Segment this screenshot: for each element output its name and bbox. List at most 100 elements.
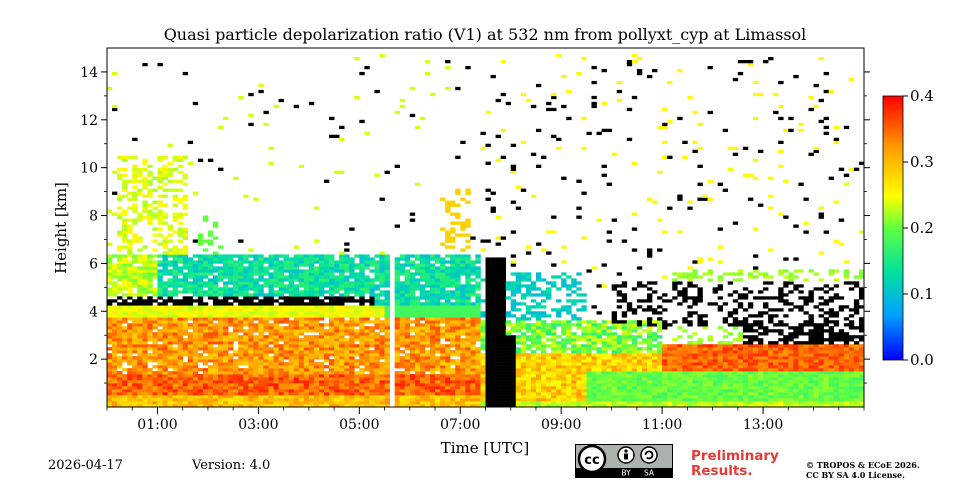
heatmap-cell xyxy=(253,278,259,282)
heatmap-cell xyxy=(404,365,411,369)
heatmap-cell xyxy=(339,395,345,399)
heatmap-cell xyxy=(132,275,138,279)
heatmap-cell xyxy=(238,380,244,384)
heatmap-cell xyxy=(157,314,163,318)
heatmap-cell xyxy=(566,371,572,375)
heatmap-cell xyxy=(571,380,577,384)
heatmap-cell xyxy=(298,164,305,168)
heatmap-cell xyxy=(308,305,315,309)
heatmap-cell xyxy=(344,347,350,351)
heatmap-cell xyxy=(435,308,441,312)
heatmap-cell xyxy=(157,365,163,369)
heatmap-cell xyxy=(288,257,295,261)
heatmap-cell xyxy=(107,404,113,407)
heatmap-cell xyxy=(409,401,416,405)
heatmap-cell xyxy=(409,344,416,348)
heatmap-cell xyxy=(263,323,269,327)
heatmap-cell xyxy=(440,374,446,378)
heatmap-cell xyxy=(167,143,173,148)
heatmap-cell xyxy=(142,308,148,312)
heatmap-cell xyxy=(293,350,300,354)
heatmap-cell xyxy=(616,368,623,372)
heatmap-cell xyxy=(440,377,446,381)
heatmap-cell xyxy=(157,233,163,237)
heatmap-cell xyxy=(566,323,572,327)
heatmap-cell xyxy=(162,404,168,407)
heatmap-cell xyxy=(182,230,189,234)
heatmap-cell xyxy=(505,362,512,366)
heatmap-cell xyxy=(172,197,178,201)
heatmap-cell xyxy=(500,311,506,315)
heatmap-cell xyxy=(182,245,189,249)
heatmap-cell xyxy=(455,260,461,264)
heatmap-cell xyxy=(414,326,421,330)
heatmap-cell xyxy=(626,347,633,351)
heatmap-cell xyxy=(207,290,214,294)
heatmap-cell xyxy=(248,374,254,378)
heatmap-cell xyxy=(530,389,537,393)
heatmap-cell xyxy=(450,389,456,393)
heatmap-cell xyxy=(500,398,506,402)
heatmap-cell xyxy=(369,356,375,360)
heatmap-cell xyxy=(510,287,517,291)
heatmap-cell xyxy=(374,365,380,369)
heatmap-cell xyxy=(263,404,269,407)
heatmap-cell xyxy=(228,395,234,399)
heatmap-cell xyxy=(344,326,350,330)
heatmap-cell xyxy=(424,311,431,315)
heatmap-cell xyxy=(298,296,305,300)
heatmap-cell xyxy=(440,296,446,300)
heatmap-cell xyxy=(510,272,517,276)
heatmap-cell xyxy=(475,362,481,366)
heatmap-cell xyxy=(288,395,295,399)
heatmap-cell xyxy=(440,260,446,264)
heatmap-cell xyxy=(465,239,471,243)
heatmap-cell xyxy=(414,404,421,407)
heatmap-cell xyxy=(263,305,269,309)
heatmap-cell xyxy=(268,341,274,345)
heatmap-cell xyxy=(429,284,436,288)
heatmap-cell xyxy=(566,380,572,384)
heatmap-cell xyxy=(258,275,264,279)
heatmap-cell xyxy=(182,290,189,294)
heatmap-cell xyxy=(571,278,577,282)
heatmap-cell xyxy=(268,374,274,378)
heatmap-cell xyxy=(137,359,143,363)
heatmap-cell xyxy=(611,374,618,378)
heatmap-cell xyxy=(288,338,295,342)
heatmap-cell xyxy=(334,326,340,330)
heatmap-cell xyxy=(112,344,118,348)
heatmap-cell xyxy=(117,377,123,381)
heatmap-cell xyxy=(339,371,345,375)
heatmap-cell xyxy=(313,257,320,261)
heatmap-cell xyxy=(207,392,214,396)
heatmap-cell xyxy=(107,311,113,315)
heatmap-cell xyxy=(172,266,178,270)
heatmap-cell xyxy=(631,365,638,369)
heatmap-cell xyxy=(127,251,133,255)
heatmap-cell xyxy=(268,281,274,285)
heatmap-cell xyxy=(596,332,602,336)
heatmap-cell xyxy=(202,320,209,324)
heatmap-cell xyxy=(460,344,466,348)
heatmap-cell xyxy=(485,317,491,321)
heatmap-cell xyxy=(450,269,456,273)
heatmap-cell xyxy=(546,383,552,387)
heatmap-cell xyxy=(273,395,279,399)
heatmap-cell xyxy=(520,389,527,393)
heatmap-cell xyxy=(510,167,517,171)
heatmap-cell xyxy=(207,242,214,246)
heatmap-cell xyxy=(490,287,496,291)
heatmap-cell xyxy=(122,227,128,231)
heatmap-cell xyxy=(228,377,234,381)
heatmap-cell xyxy=(586,404,592,407)
heatmap-cell xyxy=(344,254,350,258)
heatmap-cell xyxy=(202,362,209,366)
heatmap-cell xyxy=(167,173,173,177)
heatmap-cell xyxy=(207,389,214,393)
heatmap-cell xyxy=(364,386,370,390)
heatmap-cell xyxy=(243,368,249,372)
heatmap-cell xyxy=(192,389,199,393)
heatmap-cell xyxy=(127,272,133,276)
heatmap-cell xyxy=(107,320,113,324)
